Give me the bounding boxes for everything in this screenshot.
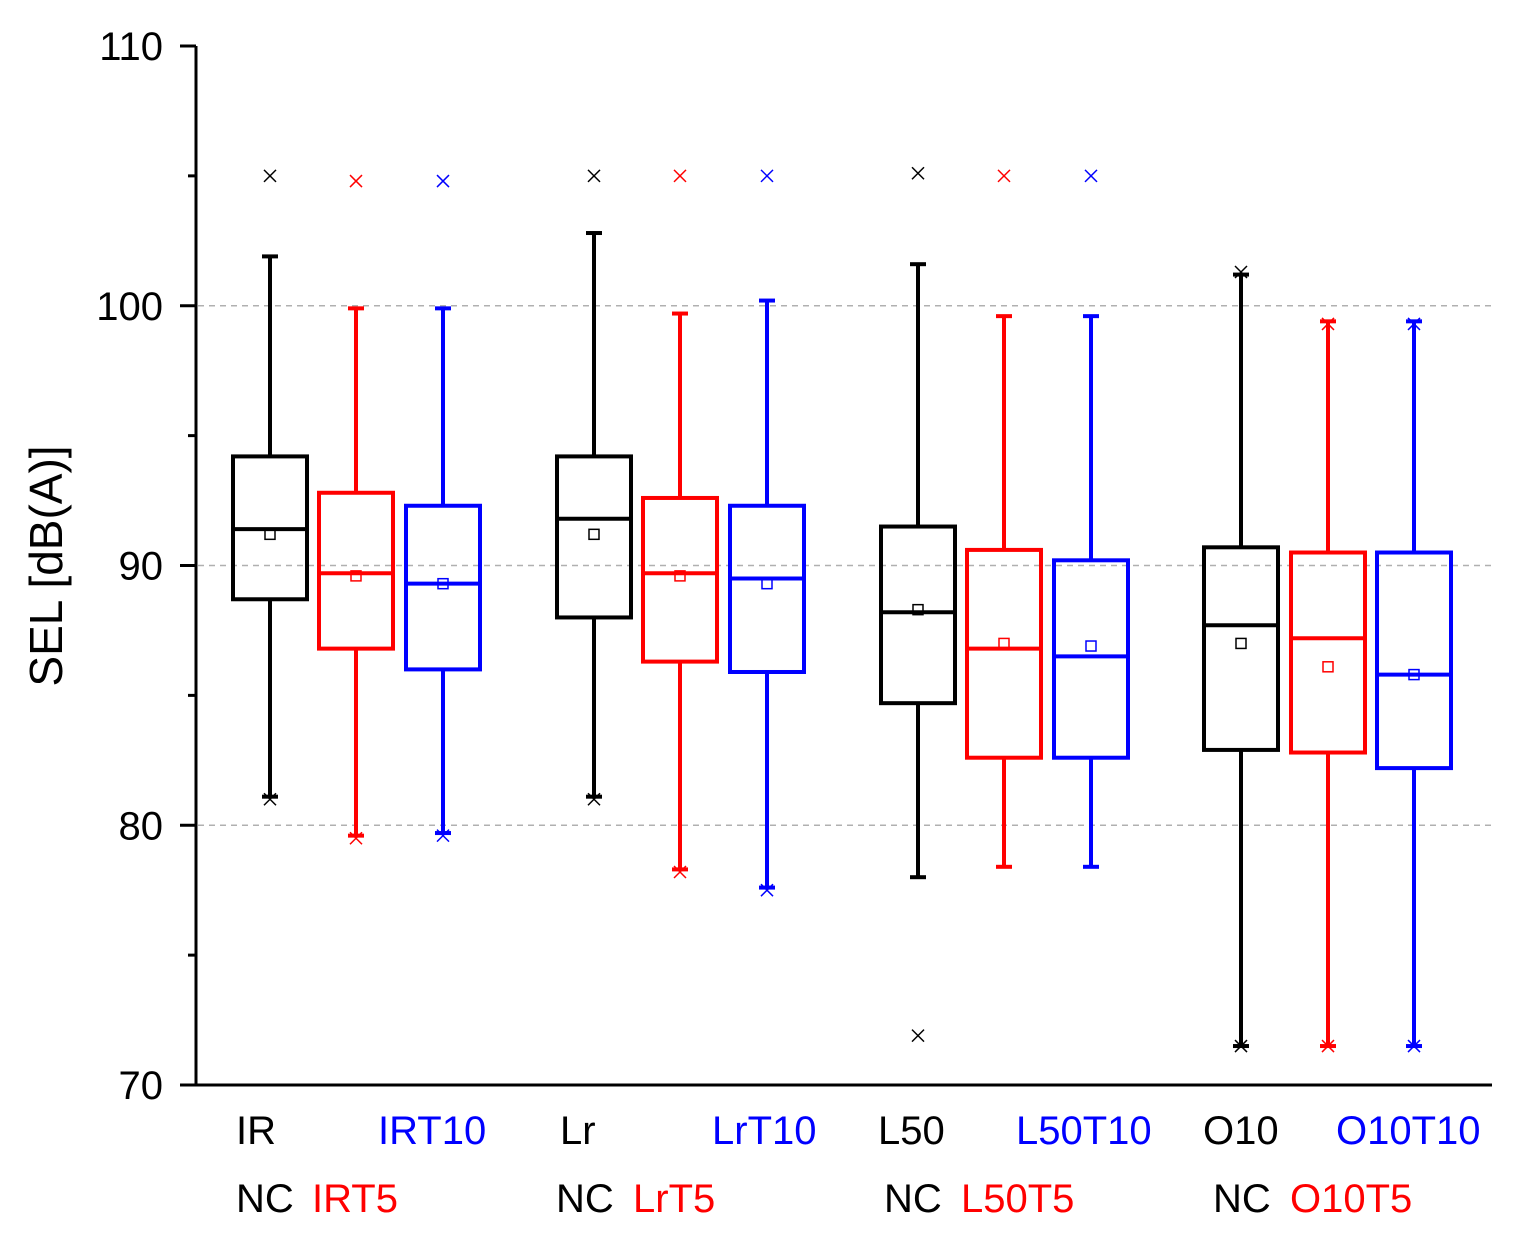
label-bottom-red: LrT5 xyxy=(633,1177,715,1221)
outlier-marker xyxy=(587,792,601,806)
mean-marker xyxy=(264,528,276,541)
outlier-marker xyxy=(1407,1039,1421,1053)
box-red xyxy=(317,174,395,845)
label-top-black: O10 xyxy=(1203,1109,1279,1153)
box-blue xyxy=(404,174,482,843)
outlier-marker xyxy=(587,169,601,183)
box-iqr xyxy=(404,503,482,672)
label-bottom-black: NC xyxy=(1213,1177,1271,1221)
mean-marker xyxy=(761,577,773,590)
label-top-blue: L50T10 xyxy=(1016,1109,1152,1153)
mean-marker xyxy=(1235,637,1247,650)
y-tick-label: 90 xyxy=(119,545,164,589)
label-top-blue: LrT10 xyxy=(712,1109,817,1153)
box-iqr xyxy=(317,490,395,651)
label-top-black: L50 xyxy=(878,1109,945,1153)
outlier-marker xyxy=(436,174,450,188)
label-bottom-black: NC xyxy=(556,1177,614,1221)
label-top-blue: O10T10 xyxy=(1336,1109,1481,1153)
label-bottom-red: L50T5 xyxy=(961,1177,1074,1221)
label-bottom-black: NC xyxy=(884,1177,942,1221)
mean-marker xyxy=(437,577,449,590)
boxes xyxy=(231,166,1453,1053)
mean-marker xyxy=(674,570,686,582)
mean-marker xyxy=(588,528,600,541)
mean-marker xyxy=(350,570,362,582)
label-bottom-black: NC xyxy=(236,1177,294,1221)
outlier-marker xyxy=(1407,317,1421,331)
box-iqr xyxy=(1375,550,1453,771)
outlier-marker xyxy=(1321,1039,1335,1053)
outlier-marker xyxy=(349,174,363,188)
mean-marker xyxy=(1408,668,1420,681)
outlier-marker xyxy=(997,169,1011,183)
box-black xyxy=(1202,265,1280,1053)
box-iqr xyxy=(965,547,1043,760)
box-red xyxy=(641,169,719,879)
box-red xyxy=(1289,317,1367,1053)
label-top-black: Lr xyxy=(560,1109,596,1153)
outlier-marker xyxy=(760,169,774,183)
y-ticks: 70 80 90 100 110 xyxy=(96,25,196,1108)
y-tick-label: 80 xyxy=(119,804,164,848)
mean-marker xyxy=(1085,640,1097,652)
outlier-marker xyxy=(760,883,774,897)
label-bottom-red: O10T5 xyxy=(1290,1177,1412,1221)
outlier-marker xyxy=(673,169,687,183)
box-iqr xyxy=(879,524,957,706)
box-blue xyxy=(728,169,806,897)
outlier-marker xyxy=(911,166,925,180)
label-top-blue: IRT10 xyxy=(378,1109,486,1153)
box-black xyxy=(555,169,633,806)
y-tick-label: 70 xyxy=(119,1064,164,1108)
outlier-marker xyxy=(349,831,363,845)
outlier-marker xyxy=(1084,169,1098,183)
box-iqr xyxy=(1202,545,1280,752)
box-iqr xyxy=(728,503,806,674)
y-axis-label: SEL [dB(A)] xyxy=(20,445,72,686)
box-black xyxy=(231,169,309,806)
outlier-marker xyxy=(263,792,277,806)
box-iqr xyxy=(1052,558,1130,760)
box-iqr xyxy=(1289,550,1367,755)
outlier-marker xyxy=(1234,265,1248,279)
label-top-black: IR xyxy=(236,1109,276,1153)
outlier-marker xyxy=(911,1029,925,1043)
mean-marker xyxy=(912,603,924,616)
outlier-marker xyxy=(263,169,277,183)
category-labels: IR IRT10 NC IRT5 Lr LrT10 NC LrT5 L50 L50T10 NC L50… xyxy=(236,1109,1481,1221)
box-blue xyxy=(1052,169,1130,869)
outlier-marker xyxy=(1321,317,1335,331)
y-tick-label: 100 xyxy=(96,285,163,329)
outlier-marker xyxy=(1234,1039,1248,1053)
box-blue xyxy=(1375,317,1453,1053)
mean-marker xyxy=(998,637,1010,650)
outlier-marker xyxy=(436,829,450,843)
box-iqr xyxy=(641,495,719,664)
outlier-marker xyxy=(673,865,687,879)
label-bottom-red: IRT5 xyxy=(312,1177,398,1221)
y-tick-label: 110 xyxy=(99,25,163,69)
box-black xyxy=(879,166,957,1043)
box-red xyxy=(965,169,1043,869)
box-iqr xyxy=(555,454,633,620)
mean-marker xyxy=(1322,661,1334,673)
